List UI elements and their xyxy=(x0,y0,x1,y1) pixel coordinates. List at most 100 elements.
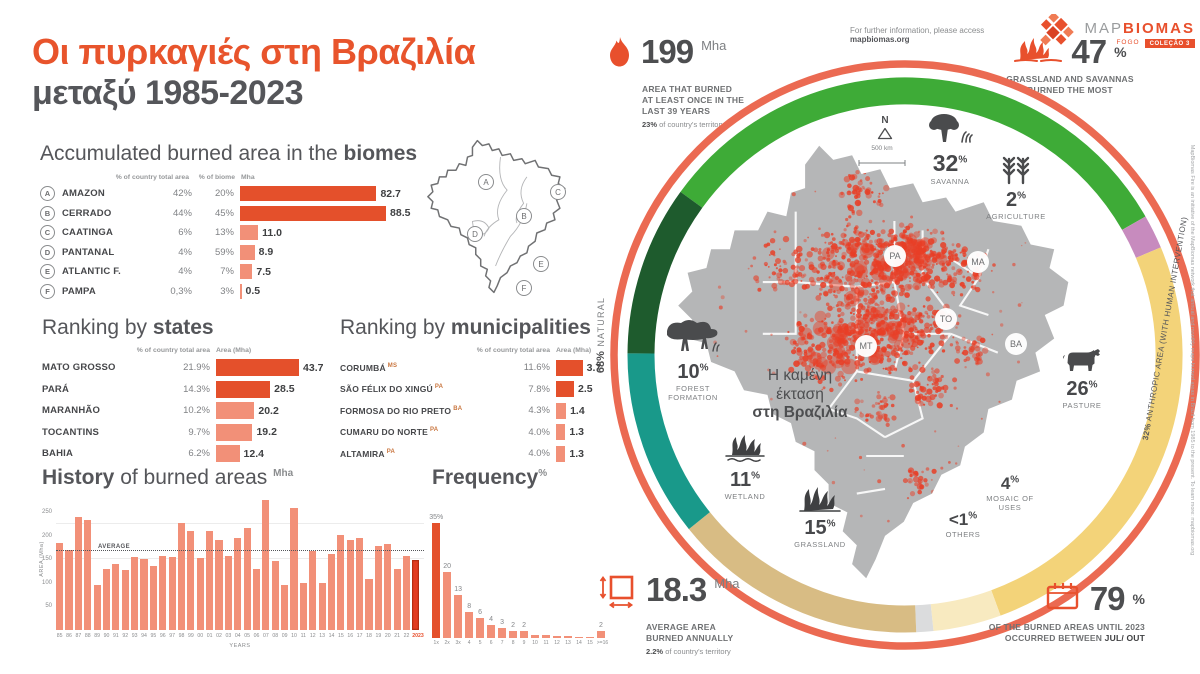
municipality-name: SÃO FÉLIX DO XINGÚ PA xyxy=(340,384,444,395)
svg-text:B: B xyxy=(521,212,526,221)
info-text: For further information, please access m… xyxy=(850,25,985,44)
history-year-label: 99 xyxy=(187,633,194,639)
frequency-bar xyxy=(541,635,551,638)
municipality-value: 3.7 xyxy=(586,361,602,374)
history-bar xyxy=(234,537,242,630)
svg-text:PA: PA xyxy=(889,251,900,261)
biome-pct-biome: 59% xyxy=(214,246,234,258)
title-line2: μεταξύ 1985-2023 xyxy=(32,73,304,112)
credit-text: MapBiomas Fire is an initiative of the M… xyxy=(1189,144,1195,556)
municipality-state: BA xyxy=(453,405,463,412)
frequency-x-label: 3x xyxy=(455,640,461,646)
forest-trees-icon xyxy=(633,317,753,362)
biome-bar-wrap: 0.5 xyxy=(240,283,261,299)
biome-row: A AMAZON 42% 20% 82.7 xyxy=(40,184,440,204)
municipality-bar-wrap: 2.5 xyxy=(556,381,593,398)
biome-value: 82.7 xyxy=(380,187,401,200)
frequency-x-label: 10 xyxy=(532,640,538,646)
biome-value: 0.5 xyxy=(245,285,261,298)
biome-bar xyxy=(240,186,377,202)
frequency-x-label: 12 xyxy=(554,640,560,646)
frequency-x-label: 6 xyxy=(489,640,493,646)
state-name: TOCANTINS xyxy=(42,426,100,438)
history-year-label: 16 xyxy=(347,633,354,639)
municipality-row: FORMOSA DO RIO PRETO BA 4.3% 1.4 xyxy=(340,400,620,422)
fire-grass-icon xyxy=(1013,34,1063,69)
municipality-bar xyxy=(556,381,574,398)
history-bar xyxy=(159,555,167,630)
municipality-name: CORUMBÁ MS xyxy=(340,362,398,373)
history-bar xyxy=(56,542,64,630)
municipality-state: PA xyxy=(430,427,439,434)
history-bar xyxy=(384,543,392,630)
frequency-bar-column: 3 xyxy=(497,619,507,638)
frequency-bar-column: 13 xyxy=(453,586,463,638)
history-ytick: 150 xyxy=(41,556,52,563)
category-wetland: 11% WETLAND xyxy=(685,433,805,501)
frequency-bar-column: 35% xyxy=(429,514,443,638)
history-bar xyxy=(243,527,251,630)
biome-bar xyxy=(240,264,253,280)
biome-pct-country: 42% xyxy=(172,188,192,200)
state-bar xyxy=(216,380,271,398)
frequency-bar xyxy=(585,637,595,638)
history-year-label: 22 xyxy=(403,633,410,639)
category-savanna: 32% SAVANNA xyxy=(890,111,1010,186)
biome-name: AMAZON xyxy=(62,188,105,200)
history-bar xyxy=(374,545,382,630)
svg-text:BA: BA xyxy=(1010,339,1022,349)
biome-bar-wrap: 7.5 xyxy=(240,264,271,280)
history-year-label: 14 xyxy=(328,633,335,639)
history-bar xyxy=(290,508,298,630)
outer-burned-ring xyxy=(610,60,1200,650)
stat-desc: GRASSLAND AND SAVANNAS BURNED THE MOST xyxy=(1006,74,1134,96)
history-year-label: 12 xyxy=(309,633,316,639)
state-bar xyxy=(216,445,240,463)
history-year-label: 85 xyxy=(56,633,63,639)
ring-segment-others xyxy=(915,604,934,633)
frequency-chart: Frequency% 35% 20 13 8 6 4 3 2 2 2 1x 2x 3x 4 5 6 7 8 9 10… xyxy=(429,466,622,646)
state-row: MARANHÃO 10.2% 20.2 xyxy=(42,400,342,422)
biome-row: C CAATINGA 6% 13% 11.0 xyxy=(40,223,440,243)
grass-icon xyxy=(760,483,880,518)
frequency-bar-column xyxy=(552,627,562,638)
municipality-row: ALTAMIRA PA 4.0% 1.3 xyxy=(340,443,620,465)
history-year-label: 03 xyxy=(225,633,232,639)
state-pct: 10.2% xyxy=(183,405,210,417)
caption-line3: στη Βραζιλία xyxy=(752,404,848,422)
history-plot-area: 50 100 150 200 250 AVERAGE xyxy=(42,500,424,630)
frequency-heading: Frequency% xyxy=(432,466,548,489)
municipalities-column-headers: % of country total area Area (Mha) xyxy=(340,345,620,357)
frequency-bar-column xyxy=(574,628,584,638)
frequency-bar-column: 4 xyxy=(486,616,496,638)
state-value: 20.2 xyxy=(258,404,279,417)
natural-ring-label: 68% NATURAL xyxy=(595,296,607,374)
ring-segment-forest-formation xyxy=(627,191,703,354)
states-rows: MATO GROSSO 21.9% 43.7 PARÁ 14.3% 28.5 MARANHÃ… xyxy=(42,357,342,465)
biome-pct-biome: 3% xyxy=(220,285,234,297)
history-bar xyxy=(84,520,92,630)
history-bar xyxy=(412,560,420,630)
frequency-bar xyxy=(596,631,606,638)
history-bar xyxy=(262,500,270,630)
frequency-bar-column xyxy=(585,628,595,638)
land-cover-ring xyxy=(627,77,1183,633)
history-year-label: 01 xyxy=(206,633,213,639)
history-bar xyxy=(402,555,411,630)
burned-map-svg: PA MA TO MT BA xyxy=(610,60,1200,650)
history-year-label: 97 xyxy=(169,633,175,639)
biome-pct-country: 0,3% xyxy=(170,285,192,297)
state-name: MATO GROSSO xyxy=(42,362,116,374)
col-pct-biome: % of biome xyxy=(198,174,235,181)
municipality-pct: 4.0% xyxy=(528,426,550,438)
state-labels: PA MA TO MT BA xyxy=(855,245,1027,357)
wheat-icon xyxy=(956,151,1076,190)
history-bar xyxy=(131,556,139,630)
biome-bar-wrap: 11.0 xyxy=(240,225,282,241)
frequency-bar-column xyxy=(541,626,551,638)
history-average-label: AVERAGE xyxy=(96,543,133,550)
history-bar xyxy=(299,582,307,630)
col-area: Area (Mha) xyxy=(216,347,252,354)
biome-value: 11.0 xyxy=(262,226,282,239)
municipality-state: MS xyxy=(387,362,398,369)
